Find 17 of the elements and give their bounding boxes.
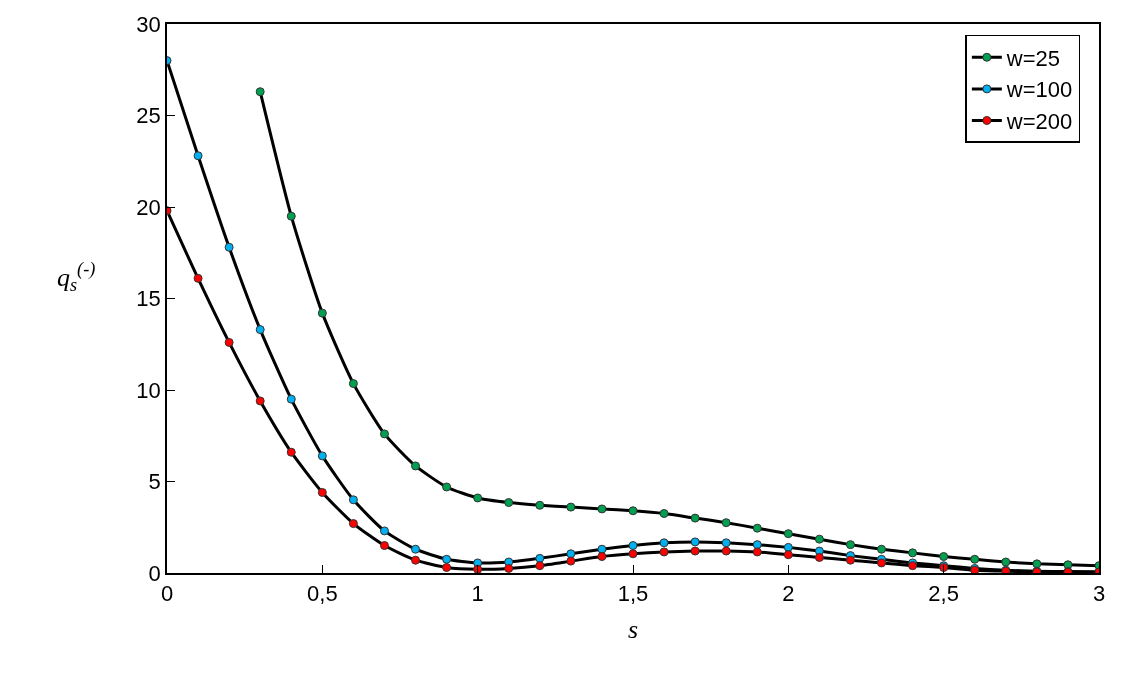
y-tick-label: 30: [136, 11, 161, 37]
x-axis-title: s: [627, 615, 639, 645]
x-tick-label: 2: [782, 581, 795, 607]
x-tick-label: 1,5: [617, 581, 649, 607]
x-tick-label: 0,5: [307, 581, 338, 607]
legend-label: w=100: [1005, 77, 1073, 103]
y-tick-label: 15: [136, 286, 161, 312]
legend-label: w=25: [1005, 45, 1061, 71]
y-tick-label: 25: [136, 103, 161, 129]
y-tick-label: 20: [136, 194, 161, 220]
legend-label: w=200: [1005, 109, 1073, 135]
y-tick-label: 0: [148, 560, 161, 586]
x-tick-label: 2,5: [928, 581, 959, 607]
x-tick-label: 3: [1092, 581, 1106, 607]
y-tick-label: 5: [148, 469, 161, 495]
x-tick-label: 1: [471, 581, 484, 607]
y-tick-label: 10: [136, 377, 161, 403]
